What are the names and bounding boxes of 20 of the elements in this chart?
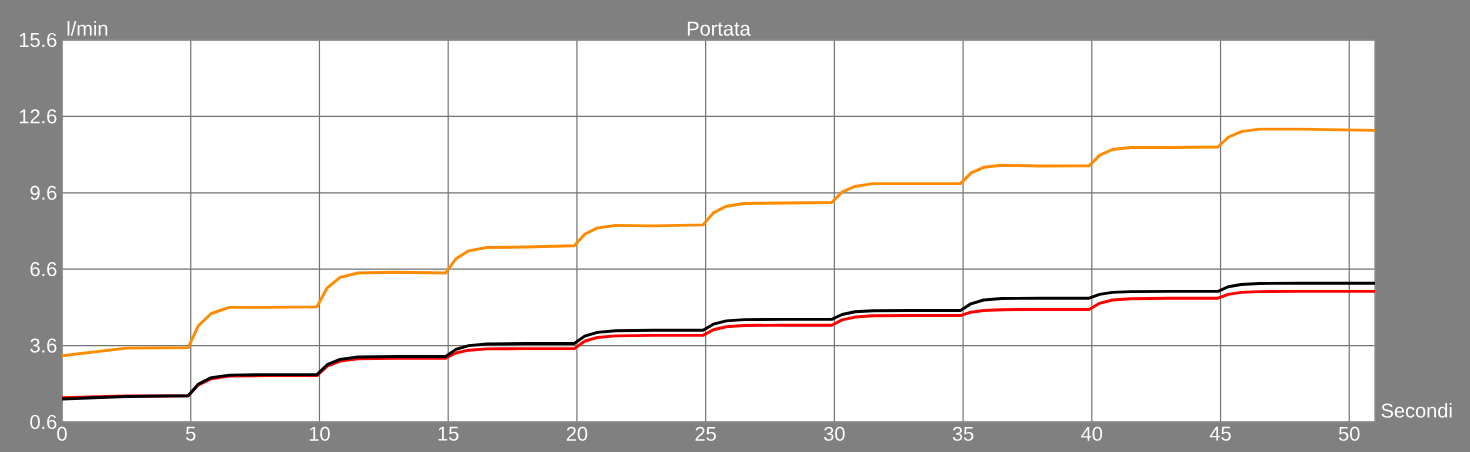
- y-tick-label: 3.6: [30, 338, 57, 353]
- x-tick-label: 30: [823, 426, 845, 441]
- x-tick-label: 45: [1209, 426, 1231, 441]
- x-tick-label: 15: [438, 426, 459, 441]
- y-axis-title: l/min: [67, 21, 108, 36]
- y-tick-label: 15.6: [19, 32, 57, 48]
- x-tick-label: 5: [185, 426, 196, 441]
- y-tick-label: 12.6: [19, 109, 57, 124]
- y-tick-label: 0.6: [30, 414, 57, 430]
- x-tick-label: 50: [1338, 426, 1360, 441]
- y-tick-label: 9.6: [30, 185, 57, 200]
- x-tick-label: 20: [566, 426, 588, 441]
- chart-title: Portata: [687, 21, 751, 36]
- x-tick-label: 0: [57, 426, 67, 441]
- x-tick-label: 25: [695, 426, 716, 441]
- x-tick-label: 10: [309, 426, 330, 441]
- x-axis-title: Secondi: [1381, 403, 1452, 418]
- x-tick-label: 35: [952, 426, 974, 441]
- x-tick-label: 40: [1081, 426, 1103, 441]
- y-tick-label: 6.6: [30, 262, 57, 277]
